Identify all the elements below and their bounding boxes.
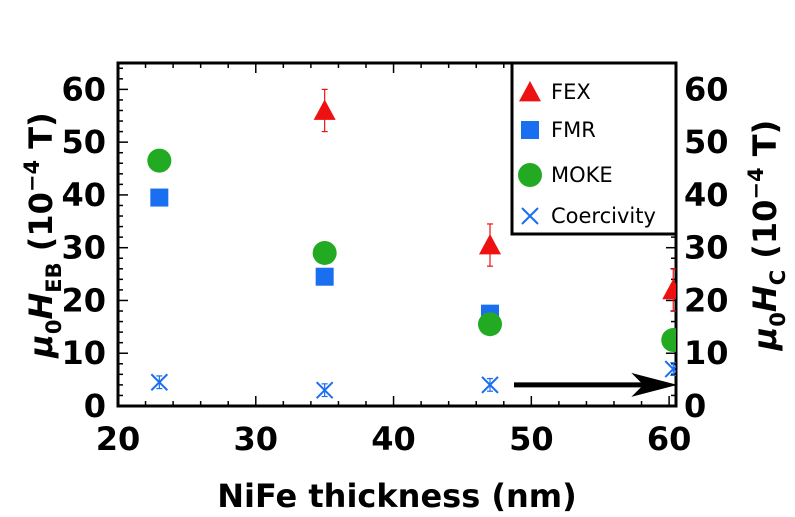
y-tick-label-left: 30: [61, 229, 106, 267]
moke-point: [147, 148, 172, 173]
legend-label-fmr: FMR: [551, 118, 596, 142]
y-right-sub0: 0: [766, 312, 790, 327]
y-right-main: H: [746, 285, 784, 312]
coercivity-point: [481, 376, 499, 394]
coercivity-point-stroke: [664, 364, 676, 378]
y-right-prefix: μ: [746, 327, 784, 352]
x-axis-title: NiFe thickness (nm): [217, 477, 577, 515]
coercivity-point-stroke: [315, 381, 334, 399]
legend-marker-moke: [518, 163, 542, 187]
y-tick-label-left: 10: [61, 334, 106, 372]
arrow-head: [631, 372, 678, 397]
moke-point: [312, 240, 337, 265]
y-tick-label-right: 10: [684, 334, 729, 372]
fex-point: [313, 99, 336, 120]
legend-label-moke: MOKE: [551, 163, 613, 187]
legend-box: [510, 61, 678, 236]
coercivity-point: [150, 373, 169, 391]
y-right-sub: C: [766, 270, 790, 285]
fmr-point: [315, 267, 334, 286]
legend-marker-fex: [519, 81, 541, 102]
legend: FEX FMR MOKE Coercivity: [510, 61, 678, 236]
x-tick-label: 30: [234, 420, 279, 458]
y-tick-label-right: 40: [684, 176, 729, 214]
moke-point: [478, 312, 502, 337]
legend-marker-coercivity-stroke: [521, 207, 539, 225]
moke-point: [661, 328, 676, 353]
legend-label-fex: FEX: [551, 80, 591, 104]
x-tick-label: 50: [509, 420, 554, 458]
y-right-unit-open: (10: [746, 200, 784, 270]
fmr-point: [150, 188, 169, 207]
legend-marker-fmr: [521, 121, 539, 139]
y-tick-label-left: 40: [61, 176, 106, 214]
y-left-main: H: [22, 293, 60, 320]
y-axis-title-right: μ0HC (10−4 T): [744, 120, 790, 351]
data-layer: [147, 88, 676, 399]
y-axis-title-left: μ0HEB (10−4 T): [20, 112, 66, 358]
y-right-unit-close: T): [746, 120, 784, 168]
y-tick-labels-left: 0 10 20 30 40 50 60: [61, 70, 106, 425]
y-left-exp: −4: [20, 160, 44, 192]
fex-point: [662, 278, 676, 300]
x-tick-label: 40: [371, 420, 416, 458]
legend-label-coercivity: Coercivity: [551, 204, 656, 228]
annotations: [514, 372, 678, 397]
coercivity-point-stroke: [150, 373, 169, 391]
y-left-unit-open: (10: [22, 192, 60, 262]
legend-items: FEX FMR MOKE Coercivity: [518, 80, 656, 228]
coercivity-point: [664, 360, 676, 378]
y-left-unit-close: T): [22, 112, 60, 160]
y-tick-label-left: 50: [61, 123, 106, 161]
y-tick-label-right: 20: [684, 281, 729, 319]
y-tick-label-left: 60: [61, 70, 106, 108]
coercivity-point-stroke: [481, 376, 499, 394]
data-marks: [147, 88, 676, 399]
x-tick-label: 60: [647, 420, 692, 458]
y-tick-label-right: 30: [684, 229, 729, 267]
y-tick-label-right: 0: [684, 387, 706, 425]
y-tick-label-left: 20: [61, 281, 106, 319]
y-left-prefix: μ: [22, 334, 60, 359]
fex-point: [479, 234, 501, 255]
coercivity-point: [315, 381, 334, 399]
y-right-exp: −4: [744, 167, 768, 199]
y-tick-label-right: 50: [684, 123, 729, 161]
x-tick-labels: 20 30 40 50 60: [96, 420, 692, 458]
legend-marker-coercivity: [521, 207, 539, 225]
x-tick-label: 20: [96, 420, 141, 458]
y-left-sub0: 0: [42, 320, 66, 335]
y-tick-label-left: 0: [84, 387, 106, 425]
y-left-sub: EB: [42, 262, 66, 292]
y-tick-label-right: 60: [684, 70, 729, 108]
y-tick-labels-right: 0 10 20 30 40 50 60: [684, 70, 729, 425]
